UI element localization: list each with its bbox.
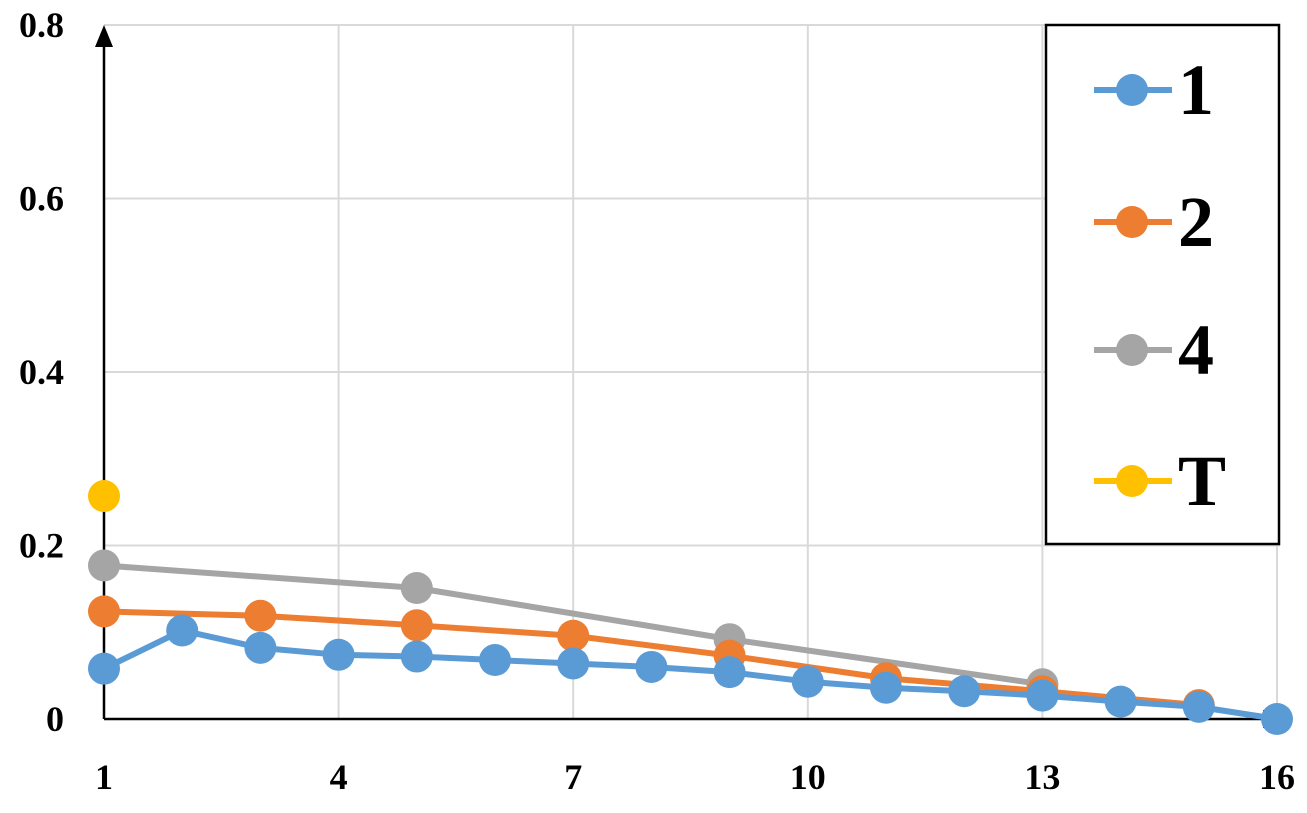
data-point-1 xyxy=(635,650,668,683)
data-point-1 xyxy=(557,647,590,680)
y-tick-label: 0.6 xyxy=(19,179,64,219)
legend-label: T xyxy=(1178,441,1226,521)
legend-marker xyxy=(1116,465,1148,497)
data-point-1 xyxy=(870,671,902,704)
x-tick-label: 16 xyxy=(1259,757,1295,797)
data-point-1 xyxy=(479,644,511,677)
legend-marker xyxy=(1116,74,1148,106)
legend-marker xyxy=(1116,334,1148,366)
series-1 xyxy=(88,614,1293,735)
data-point-1 xyxy=(1026,679,1059,712)
legend-box xyxy=(1044,23,1281,546)
series-line-2 xyxy=(103,608,1200,709)
legend-entry-1: 1 xyxy=(1094,50,1214,130)
x-tick-label: 1 xyxy=(95,757,113,797)
y-tick-label: 0.4 xyxy=(19,352,64,392)
data-point-1 xyxy=(244,631,277,664)
data-point-2 xyxy=(557,619,590,652)
tick-labels: 0 0.2 0.4 0.6 0.8 1 4 7 10 13 16 xyxy=(19,5,1295,797)
legend-label: 4 xyxy=(1178,310,1214,390)
y-axis-arrow xyxy=(95,25,113,47)
series-T xyxy=(88,480,120,513)
data-point-2 xyxy=(88,595,120,628)
legend-entry-4: 4 xyxy=(1094,310,1214,390)
legend-entry-2: 2 xyxy=(1094,182,1214,262)
legend: 1 2 4 T xyxy=(1044,23,1281,546)
data-point-4 xyxy=(400,572,433,605)
data-point-1 xyxy=(948,675,981,708)
series-line-4 xyxy=(103,562,1043,688)
x-tick-label: 10 xyxy=(790,757,826,797)
legend-entry-T: T xyxy=(1094,441,1226,521)
data-point-1 xyxy=(1104,685,1137,718)
legend-label: 2 xyxy=(1178,182,1214,262)
y-tick-label: 0.8 xyxy=(19,5,64,45)
legend-marker xyxy=(1116,206,1148,238)
data-point-1 xyxy=(400,640,433,673)
data-point-1 xyxy=(1182,690,1215,723)
data-point-1 xyxy=(1261,703,1293,735)
data-point-2 xyxy=(244,599,277,632)
data-point-T xyxy=(88,480,120,513)
data-point-1 xyxy=(713,656,746,689)
data-point-1 xyxy=(791,665,824,698)
series-layer xyxy=(88,480,1293,735)
y-tick-label: 0 xyxy=(46,699,64,739)
data-point-1 xyxy=(322,638,355,671)
data-point-2 xyxy=(400,609,433,642)
series-line-1 xyxy=(102,627,1278,722)
x-tick-label: 13 xyxy=(1024,757,1060,797)
x-tick-label: 7 xyxy=(564,757,582,797)
x-tick-label: 4 xyxy=(330,757,348,797)
legend-label: 1 xyxy=(1178,50,1214,130)
y-tick-label: 0.2 xyxy=(19,526,64,566)
data-point-1 xyxy=(88,652,120,685)
data-point-4 xyxy=(88,549,120,582)
data-point-1 xyxy=(166,614,199,647)
